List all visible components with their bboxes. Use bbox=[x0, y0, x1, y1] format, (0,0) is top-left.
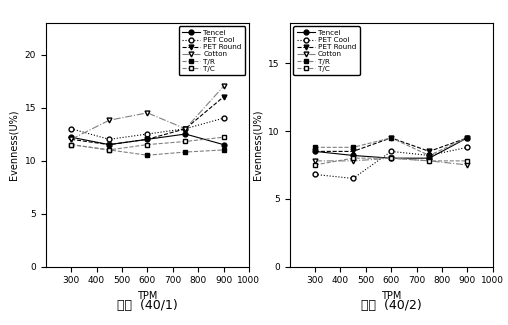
Legend: Tencel, PET Cool, PET Round, Cotton, T/R, T/C: Tencel, PET Cool, PET Round, Cotton, T/R… bbox=[179, 26, 245, 75]
Legend: Tencel, PET Cool, PET Round, Cotton, T/R, T/C: Tencel, PET Cool, PET Round, Cotton, T/R… bbox=[293, 26, 360, 75]
Text: 단사  (40/1): 단사 (40/1) bbox=[117, 299, 178, 312]
Y-axis label: Evenness(U%): Evenness(U%) bbox=[9, 110, 19, 180]
X-axis label: TPM: TPM bbox=[137, 291, 157, 301]
Y-axis label: Evenness(U%): Evenness(U%) bbox=[253, 110, 263, 180]
Text: 합사  (40/2): 합사 (40/2) bbox=[361, 299, 422, 312]
X-axis label: TPM: TPM bbox=[381, 291, 401, 301]
